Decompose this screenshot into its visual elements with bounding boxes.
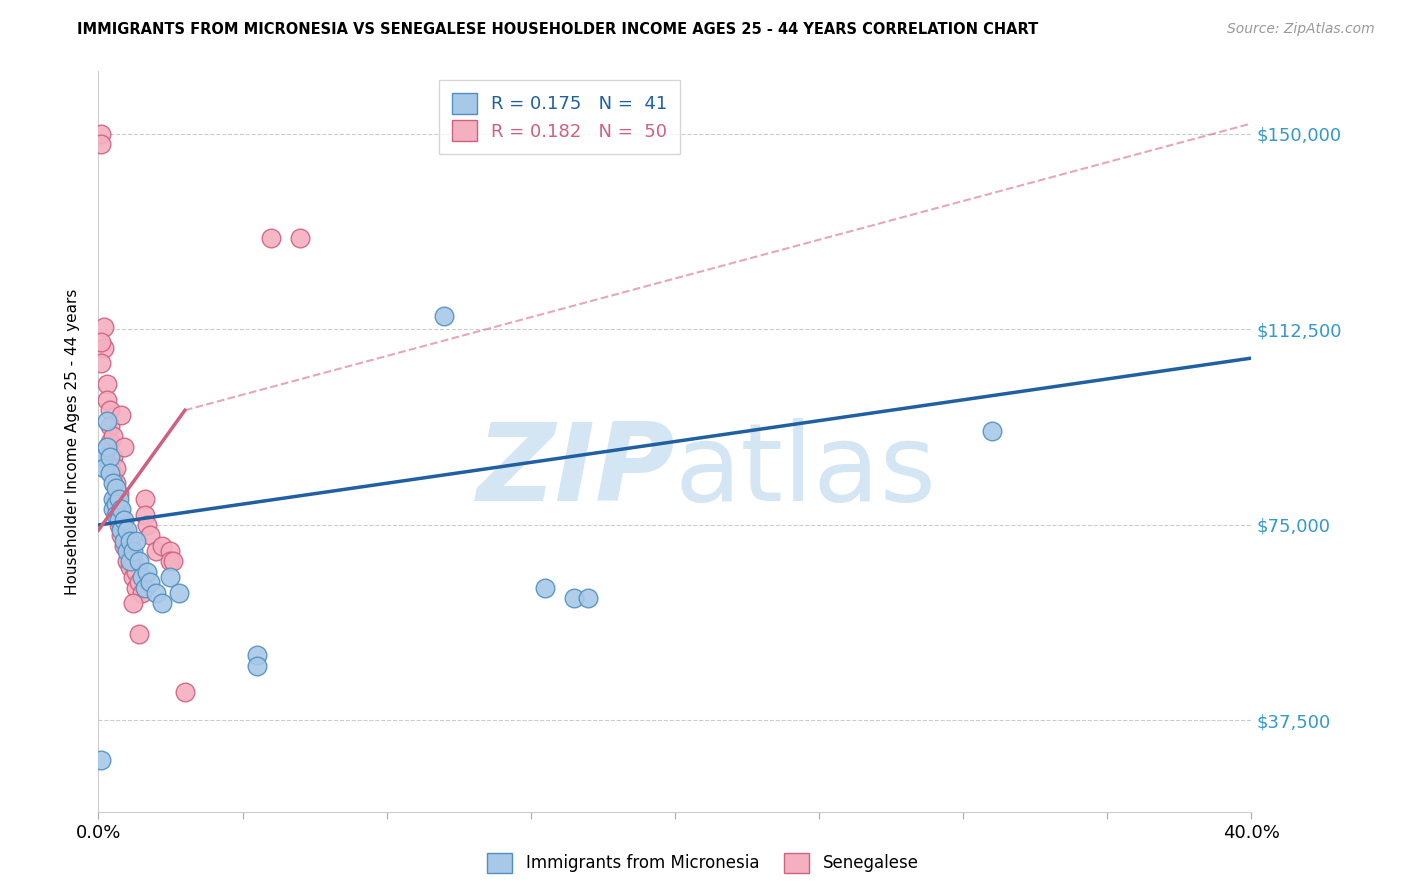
Point [112, 533, 135, 548]
Point [159, 544, 181, 558]
Legend: Immigrants from Micronesia, Senegalese: Immigrants from Micronesia, Senegalese [481, 847, 925, 880]
Point [433, 310, 456, 324]
Point [150, 539, 173, 553]
Point [150, 596, 173, 610]
Point [110, 523, 132, 537]
Point [128, 575, 150, 590]
Point [125, 581, 148, 595]
Point [122, 596, 145, 610]
Point [534, 581, 557, 595]
Point [104, 476, 127, 491]
Point [136, 565, 159, 579]
Point [131, 570, 153, 584]
Point [159, 570, 181, 584]
Point [98, 403, 121, 417]
Point [145, 544, 167, 558]
Point [101, 429, 124, 443]
Point [117, 533, 139, 548]
Point [96, 377, 118, 392]
Point [90, 127, 112, 141]
Point [93, 460, 115, 475]
Point [112, 513, 135, 527]
Point [120, 533, 142, 548]
Point [107, 486, 129, 500]
Point [578, 591, 600, 605]
Point [107, 513, 129, 527]
Point [90, 137, 112, 152]
Text: Source: ZipAtlas.com: Source: ZipAtlas.com [1227, 22, 1375, 37]
Point [101, 491, 124, 506]
Point [136, 518, 159, 533]
Legend: R = 0.175   N =  41, R = 0.182   N =  50: R = 0.175 N = 41, R = 0.182 N = 50 [439, 80, 681, 153]
Point [139, 575, 162, 590]
Point [981, 424, 1004, 438]
Point [246, 658, 269, 673]
Point [96, 392, 118, 407]
Point [167, 586, 190, 600]
Text: ZIP: ZIP [477, 418, 675, 524]
Point [112, 539, 135, 553]
Point [96, 440, 118, 454]
Point [134, 581, 156, 595]
Point [104, 482, 127, 496]
Point [120, 544, 142, 558]
Point [125, 533, 148, 548]
Point [562, 591, 585, 605]
Point [110, 528, 132, 542]
Point [90, 335, 112, 350]
Point [112, 523, 135, 537]
Point [125, 565, 148, 579]
Point [107, 502, 129, 516]
Point [98, 450, 121, 465]
Point [128, 627, 150, 641]
Point [96, 414, 118, 428]
Point [104, 508, 127, 522]
Point [104, 491, 127, 506]
Point [122, 570, 145, 584]
Text: IMMIGRANTS FROM MICRONESIA VS SENEGALESE HOUSEHOLDER INCOME AGES 25 - 44 YEARS C: IMMIGRANTS FROM MICRONESIA VS SENEGALESE… [77, 22, 1039, 37]
Point [122, 554, 145, 568]
Point [101, 502, 124, 516]
Point [117, 544, 139, 558]
Point [120, 559, 142, 574]
Point [93, 341, 115, 355]
Point [117, 523, 139, 537]
Point [159, 554, 181, 568]
Point [174, 685, 197, 699]
Point [101, 450, 124, 465]
Point [98, 466, 121, 480]
Point [107, 491, 129, 506]
Point [290, 231, 312, 245]
Point [246, 648, 269, 663]
Point [93, 450, 115, 465]
Point [110, 409, 132, 423]
Point [139, 528, 162, 542]
Point [93, 319, 115, 334]
Point [117, 554, 139, 568]
Point [107, 518, 129, 533]
Point [134, 491, 156, 506]
Point [120, 554, 142, 568]
Point [98, 418, 121, 433]
Point [131, 586, 153, 600]
Point [104, 497, 127, 511]
Point [110, 502, 132, 516]
Point [260, 231, 283, 245]
Point [112, 440, 135, 454]
Point [101, 476, 124, 491]
Y-axis label: Householder Income Ages 25 - 44 years: Householder Income Ages 25 - 44 years [65, 288, 80, 595]
Point [134, 508, 156, 522]
Point [101, 466, 124, 480]
Point [98, 434, 121, 449]
Point [128, 554, 150, 568]
Point [90, 753, 112, 767]
Point [145, 586, 167, 600]
Point [110, 513, 132, 527]
Text: atlas: atlas [675, 418, 936, 524]
Point [162, 554, 184, 568]
Point [90, 356, 112, 370]
Point [104, 460, 127, 475]
Point [122, 544, 145, 558]
